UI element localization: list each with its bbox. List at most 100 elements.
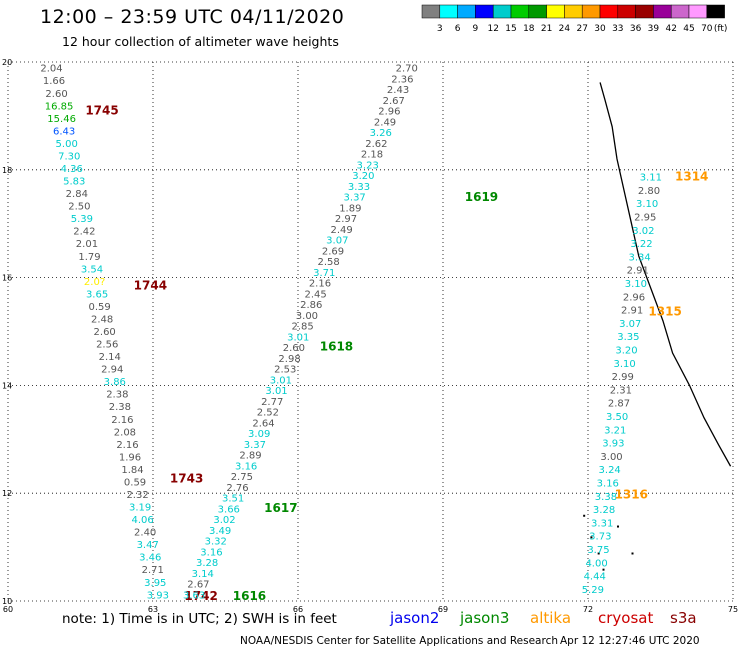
wave-height-label: 3.21 — [604, 425, 626, 436]
wave-height-label: 6.43 — [53, 126, 75, 137]
wave-height-label: 4.44 — [584, 572, 606, 583]
wave-height-label: 1.79 — [78, 252, 100, 263]
wave-height-label: 1.84 — [121, 465, 143, 476]
y-tick-label: 18 — [2, 166, 12, 175]
wave-height-label: 3.14 — [192, 569, 214, 580]
wave-height-label: 2.75 — [231, 472, 253, 483]
generated-timestamp: Apr 12 12:27:46 UTC 2020 — [560, 635, 700, 647]
wave-height-label: 2.16 — [309, 279, 331, 290]
wave-height-label: 7.30 — [58, 151, 80, 162]
wave-height-label: 2.96 — [623, 292, 645, 303]
wave-height-label: 3.26 — [370, 128, 392, 139]
wave-height-label: 15.46 — [47, 114, 76, 125]
wave-height-label: 2.0? — [84, 277, 105, 288]
wave-height-label: 3.66 — [218, 504, 240, 515]
wave-height-label: 3.00 — [296, 311, 318, 322]
wave-height-label: 3.93 — [602, 439, 624, 450]
wave-height-label: 2.32 — [126, 490, 148, 501]
wave-height-label: 3.20 — [615, 345, 637, 356]
colorbar-label: 18 — [523, 24, 535, 34]
x-tick-label: 75 — [728, 605, 738, 614]
island-marker — [590, 536, 593, 539]
wave-height-label: 2.94 — [101, 365, 123, 376]
wave-height-label: 2.38 — [106, 390, 128, 401]
wave-height-label: 3.10 — [625, 279, 647, 290]
island-marker — [597, 552, 600, 555]
wave-height-label: 2.18 — [361, 150, 383, 161]
wave-height-label: 3.47 — [137, 540, 159, 551]
colorbar-label: 70 — [701, 24, 713, 34]
wave-height-label: 3.22 — [630, 239, 652, 250]
wave-height-label: 3.63 — [183, 590, 205, 601]
wave-height-label: 16.85 — [45, 101, 74, 112]
wave-height-label: 2.50 — [68, 202, 90, 213]
wave-height-label: 5.83 — [63, 177, 85, 188]
wave-height-label: 3.28 — [196, 558, 218, 569]
wave-height-label: 3.65 — [86, 289, 108, 300]
wave-height-label: 2.91 — [627, 266, 649, 277]
colorbar-label: 39 — [648, 24, 660, 34]
colorbar-label: 21 — [541, 24, 552, 34]
pass-time-label: 1616 — [233, 589, 266, 603]
wave-height-label: 3.10 — [636, 199, 658, 210]
pass-time-label: 1316 — [615, 488, 648, 502]
wave-height-label: 2.58 — [317, 257, 339, 268]
wave-height-label: 3.00 — [600, 452, 622, 463]
coastline — [599, 82, 732, 467]
colorbar-label: 33 — [612, 24, 623, 34]
x-tick-label: 66 — [293, 605, 303, 614]
y-tick-label: 16 — [2, 274, 12, 283]
pass-time-label: 1745 — [85, 103, 118, 117]
page-title: 12:00 – 23:59 UTC 04/11/2020 — [40, 6, 345, 28]
chart-note: note: 1) Time is in UTC; 2) SWH is in fe… — [62, 611, 337, 627]
wave-height-label: 3.20 — [352, 171, 374, 182]
wave-height-label: 3.71 — [313, 268, 335, 279]
wave-height-label: 3.38 — [595, 492, 617, 503]
wave-height-label: 3.16 — [597, 479, 619, 490]
colorbar-label: 45 — [683, 24, 694, 34]
wave-height-label: 3.23 — [357, 160, 379, 171]
wave-height-label: 3.28 — [593, 505, 615, 516]
wave-height-label: 2.40 — [134, 528, 156, 539]
x-tick-label: 63 — [148, 605, 158, 614]
wave-height-label: 2.76 — [226, 483, 248, 494]
colorbar-label: 36 — [630, 24, 642, 34]
wave-height-label: 3.01 — [265, 386, 287, 397]
wave-height-label: 2.87 — [608, 399, 630, 410]
wave-height-label: 3.34 — [628, 252, 650, 263]
legend-altika: altika — [530, 609, 572, 627]
wave-height-label: 3.07 — [326, 236, 348, 247]
wave-height-label: 2.84 — [66, 189, 88, 200]
pass-time-label: 1742 — [184, 589, 217, 603]
pass-time-label: 1743 — [170, 471, 203, 485]
colorbar-label: 12 — [487, 24, 498, 34]
colorbar-unit: (ft) — [714, 24, 728, 34]
island-marker — [617, 525, 619, 528]
wave-height-label: 2.48 — [91, 314, 113, 325]
wave-height-label: 2.53 — [274, 365, 296, 376]
y-tick-label: 14 — [2, 381, 12, 390]
wave-height-label: 2.96 — [378, 107, 400, 118]
wave-height-label: 3.75 — [587, 545, 609, 556]
wave-height-label: 2.31 — [610, 385, 632, 396]
wave-height-label: 5.29 — [582, 585, 604, 596]
x-tick-label: 60 — [3, 605, 13, 614]
wave-height-label: 2.52 — [257, 408, 279, 419]
wave-height-label: 3.86 — [104, 377, 126, 388]
wave-height-label: 3.37 — [344, 193, 366, 204]
legend-jason3: jason3 — [460, 609, 510, 627]
colorbar-label: 30 — [594, 24, 606, 34]
wave-height-label: 0.59 — [88, 302, 110, 313]
wave-height-label: 2.45 — [304, 289, 326, 300]
wave-height-label: 2.89 — [239, 451, 261, 462]
colorbar-label: 27 — [576, 24, 587, 34]
wave-height-label: 3.73 — [589, 532, 611, 543]
wave-height-label: 3.32 — [205, 537, 227, 548]
pass-time-label: 1618 — [320, 339, 353, 353]
wave-height-label: 2.49 — [331, 225, 353, 236]
wave-height-label: 5.39 — [71, 214, 93, 225]
wave-height-label: 2.77 — [261, 397, 283, 408]
wave-height-label: 3.09 — [248, 429, 270, 440]
island-marker — [631, 552, 634, 555]
wave-height-label: 3.02 — [632, 226, 654, 237]
